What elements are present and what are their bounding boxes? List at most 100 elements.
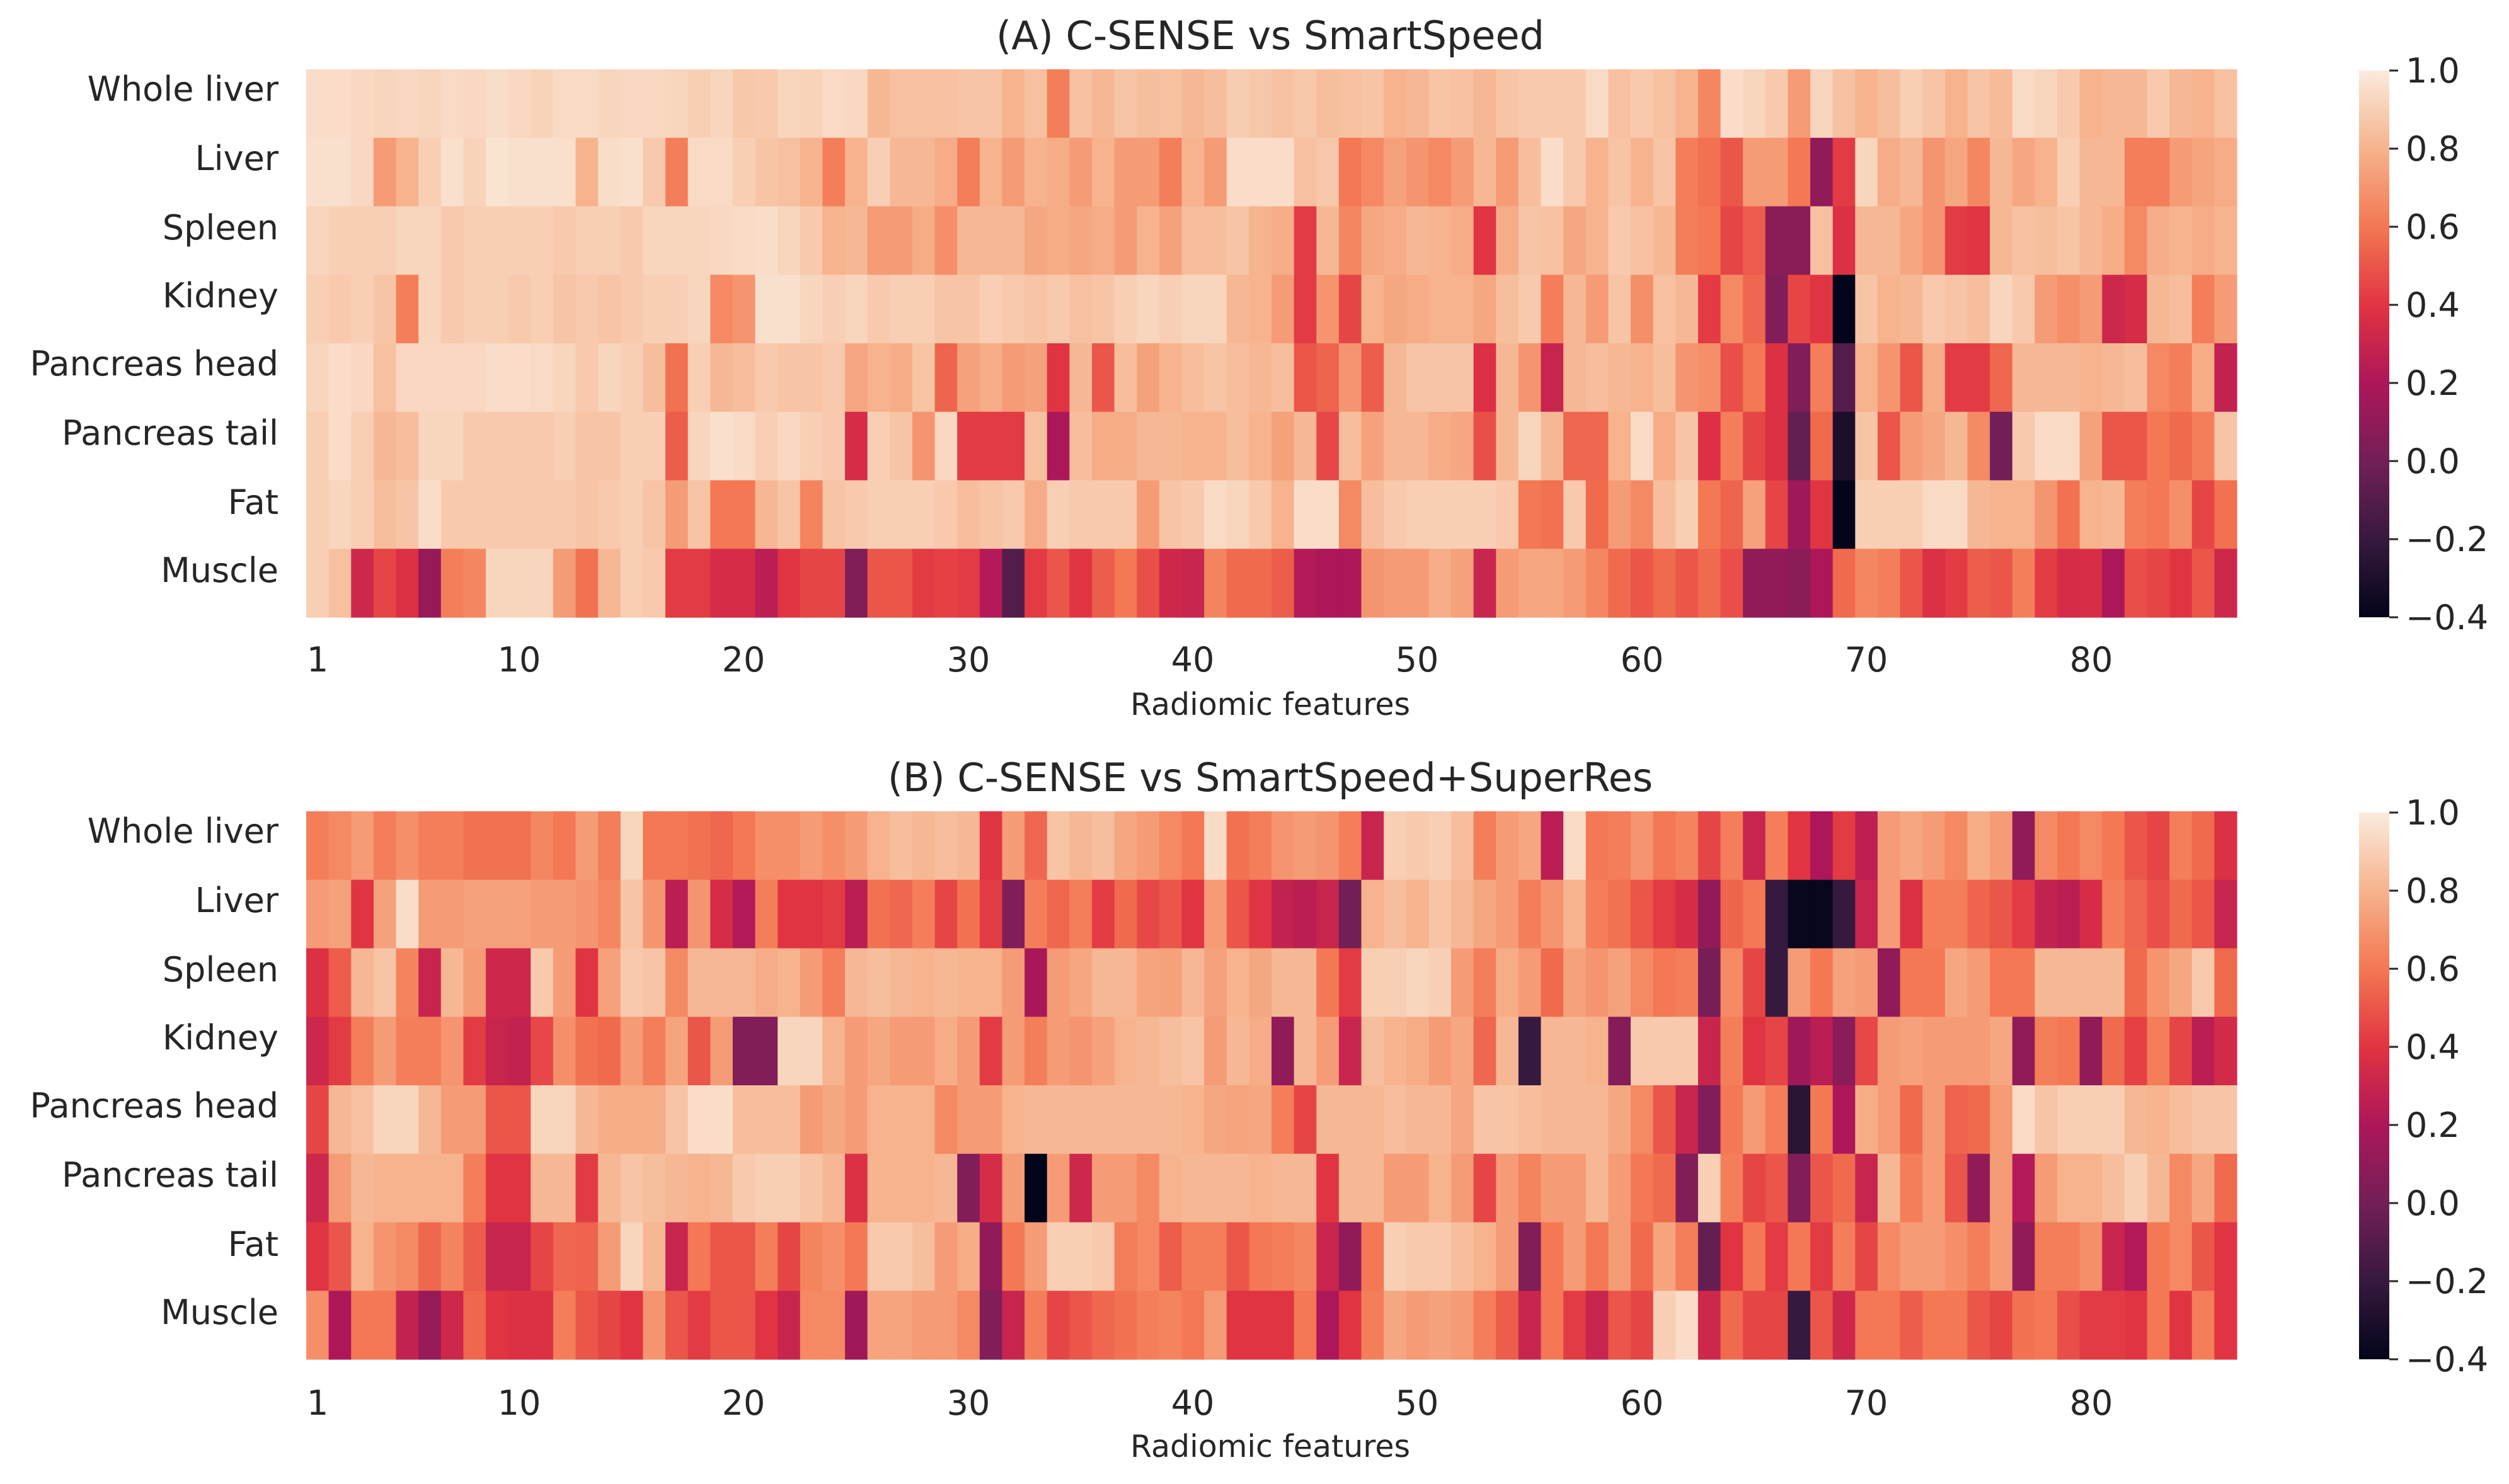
- heatmap-cell: [1855, 811, 1878, 881]
- row-label: Whole liver: [88, 811, 279, 851]
- heatmap-cell: [1563, 1153, 1587, 1223]
- heatmap-cell: [486, 1291, 509, 1360]
- heatmap-cell: [531, 137, 554, 207]
- heatmap-cell: [1204, 811, 1227, 881]
- heatmap-cell: [1137, 1222, 1160, 1291]
- heatmap-cell: [1810, 275, 1834, 344]
- heatmap-cell: [2079, 1017, 2103, 1086]
- heatmap-cell: [934, 343, 958, 413]
- heatmap-cell: [1181, 275, 1205, 344]
- heatmap-cell: [1496, 69, 1519, 139]
- heatmap-cell: [1047, 811, 1070, 881]
- heatmap-cell: [418, 275, 442, 344]
- heatmap-cell: [845, 1291, 868, 1360]
- heatmap-cell: [890, 411, 913, 481]
- heatmap-cell: [710, 206, 733, 275]
- heatmap-cell: [1922, 275, 1946, 344]
- heatmap-cell: [1832, 1085, 1856, 1155]
- heatmap-cell: [1720, 948, 1743, 1017]
- heatmap-cell: [418, 480, 442, 549]
- heatmap-cell: [1743, 480, 1766, 549]
- heatmap-cell: [531, 69, 554, 139]
- heatmap-cell: [508, 811, 531, 881]
- heatmap-cell: [1294, 137, 1317, 207]
- heatmap-cell: [822, 1153, 846, 1223]
- heatmap-cell: [306, 811, 330, 881]
- heatmap-cell: [1025, 549, 1048, 618]
- heatmap-cell: [1720, 69, 1743, 139]
- heatmap-cell: [867, 1017, 890, 1086]
- heatmap-cell: [1181, 137, 1205, 207]
- heatmap-cell: [598, 1222, 621, 1291]
- heatmap-cell: [1137, 948, 1160, 1017]
- heatmap-cell: [934, 811, 958, 881]
- heatmap-cell: [553, 206, 577, 275]
- heatmap-cell: [1137, 1153, 1160, 1223]
- heatmap-cell: [1922, 411, 1946, 481]
- heatmap-cell: [1204, 69, 1227, 139]
- heatmap-cell: [1541, 1017, 1564, 1086]
- heatmap-cell: [1900, 1222, 1923, 1291]
- heatmap-cell: [1944, 1222, 1968, 1291]
- heatmap-cell: [575, 411, 599, 481]
- heatmap-cell: [1855, 948, 1878, 1017]
- heatmap-cell: [1653, 69, 1676, 139]
- heatmap-cell: [328, 343, 352, 413]
- heatmap-cell: [1496, 1017, 1519, 1086]
- heatmap-cell: [778, 137, 801, 207]
- heatmap-cell: [1900, 811, 1923, 881]
- heatmap-cell: [2191, 1153, 2215, 1223]
- heatmap-cell: [2035, 1291, 2058, 1360]
- heatmap-cell: [1675, 137, 1699, 207]
- heatmap-cell: [351, 1291, 374, 1360]
- heatmap-cell: [620, 206, 644, 275]
- heatmap-cell: [1765, 948, 1789, 1017]
- heatmap-cell: [1294, 549, 1317, 618]
- heatmap-cell: [643, 1291, 666, 1360]
- heatmap-cell: [2169, 1085, 2193, 1155]
- heatmap-cell: [463, 879, 486, 949]
- heatmap-cell: [1428, 411, 1452, 481]
- heatmap-cell: [1204, 1085, 1227, 1155]
- panel-b-heatmap: [306, 811, 2237, 1360]
- heatmap-cell: [1967, 480, 1990, 549]
- heatmap-cell: [1114, 1085, 1137, 1155]
- heatmap-cell: [1137, 1291, 1160, 1360]
- heatmap-cell: [1294, 1153, 1317, 1223]
- heatmap-cell: [1765, 549, 1789, 618]
- heatmap-cell: [1788, 811, 1811, 881]
- heatmap-cell: [1900, 1085, 1923, 1155]
- heatmap-cell: [1608, 206, 1631, 275]
- heatmap-cell: [822, 1291, 846, 1360]
- heatmap-cell: [979, 137, 1003, 207]
- heatmap-cell: [1338, 275, 1362, 344]
- heatmap-cell: [1810, 549, 1834, 618]
- colorbar-tick-label: 0.4: [2406, 1027, 2460, 1067]
- heatmap-cell: [1316, 275, 1340, 344]
- heatmap-cell: [440, 1153, 464, 1223]
- heatmap-cell: [1272, 275, 1295, 344]
- heatmap-cell: [463, 948, 486, 1017]
- heatmap-cell: [2102, 1017, 2125, 1086]
- panel-a-colorbar: 1.0 0.8 0.6 0.4 0.2 0.0 −0.2 −0.4: [2359, 51, 2488, 637]
- heatmap-cell: [1832, 206, 1856, 275]
- heatmap-cell: [687, 343, 711, 413]
- heatmap-cell: [598, 69, 621, 139]
- heatmap-cell: [778, 811, 801, 881]
- heatmap-cell: [418, 1153, 442, 1223]
- heatmap-cell: [1069, 480, 1093, 549]
- heatmap-cell: [1384, 948, 1407, 1017]
- heatmap-cell: [1541, 411, 1564, 481]
- heatmap-cell: [2214, 69, 2237, 139]
- heatmap-cell: [1159, 1085, 1183, 1155]
- heatmap-cell: [2191, 206, 2215, 275]
- heatmap-cell: [2012, 480, 2035, 549]
- heatmap-cell: [1990, 1291, 2013, 1360]
- heatmap-cell: [2169, 1222, 2193, 1291]
- heatmap-cell: [1585, 69, 1609, 139]
- heatmap-cell: [2102, 275, 2125, 344]
- heatmap-cell: [1967, 811, 1990, 881]
- heatmap-cell: [1990, 549, 2013, 618]
- heatmap-cell: [531, 879, 554, 949]
- heatmap-cell: [732, 1017, 756, 1086]
